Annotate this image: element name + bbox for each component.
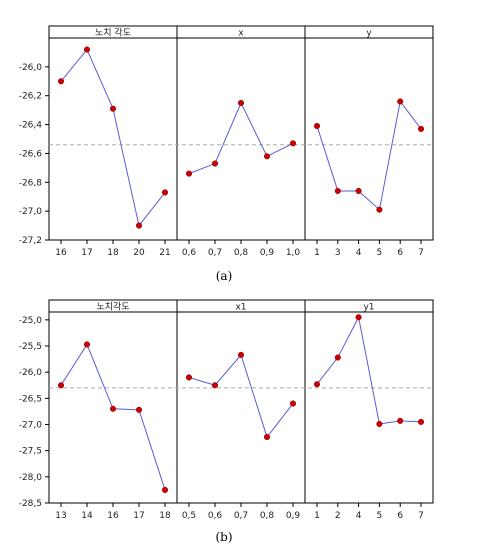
x-tick-label: 6	[397, 248, 403, 258]
x-tick-label: 0,6	[208, 511, 223, 521]
data-point	[135, 406, 143, 413]
panel-header: x1	[235, 303, 246, 313]
series-line	[60, 343, 166, 491]
y-tick-label: -28,0	[19, 473, 43, 483]
y-tick-label: -26,6	[19, 149, 43, 159]
data-point	[417, 418, 425, 425]
data-point	[397, 417, 404, 424]
data-point	[57, 382, 65, 389]
y-tick-label: -28,5	[19, 499, 42, 509]
y-tick-label: -26,4	[19, 121, 43, 131]
data-point	[263, 153, 271, 160]
x-tick-label: 0,8	[260, 511, 275, 521]
x-tick-label: 18	[107, 248, 119, 258]
x-tick-label: 0,7	[234, 511, 248, 521]
panel-header: y	[366, 29, 372, 39]
x-tick-label: 21	[159, 248, 170, 258]
x-tick-label: 2	[335, 511, 341, 521]
y-tick-label: -26,0	[19, 368, 43, 378]
x-tick-label: 0,5	[182, 511, 196, 521]
figure-caption: (b)	[215, 530, 232, 544]
x-tick-label: 4	[356, 511, 362, 521]
data-point	[185, 170, 193, 177]
data-point	[289, 400, 297, 407]
chart-b: -25,0 -25,5 -26,0 -26,5 -27,0 -27,5 -28,0 -28,5…	[19, 299, 434, 544]
data-point	[109, 105, 117, 112]
figure-caption: (a)	[216, 269, 233, 283]
data-point	[161, 189, 169, 196]
data-point	[237, 351, 245, 358]
x-tick-label: 0,6	[182, 248, 197, 258]
data-point	[211, 160, 219, 167]
data-point	[263, 434, 271, 441]
x-tick-label: 14	[81, 511, 93, 521]
y-tick-label: -25,0	[19, 316, 43, 326]
y-tick-label: -25,5	[19, 342, 42, 352]
y-tick-label: -27,2	[19, 236, 42, 246]
x-tick-label: 0,7	[208, 248, 222, 258]
data-point	[109, 405, 117, 412]
panel-header: 노치각도	[96, 301, 129, 313]
panel-header: y1	[363, 303, 374, 313]
y-tick-label: -26,0	[19, 63, 43, 73]
y-tick-label: -26,8	[19, 178, 43, 188]
x-tick-label: 1	[314, 511, 320, 521]
x-tick-label: 1,0	[286, 248, 301, 258]
series-line	[188, 353, 294, 439]
x-tick-label: 0,8	[234, 248, 249, 258]
series-line	[316, 100, 422, 211]
data-point	[289, 140, 297, 147]
data-point	[334, 187, 341, 194]
data-point	[135, 222, 143, 229]
y-tick-label: -26,2	[19, 92, 42, 102]
y-tick-label: -26,5	[19, 394, 42, 404]
data-point	[334, 354, 341, 361]
series-line	[188, 101, 294, 175]
x-tick-label: 3	[335, 248, 341, 258]
x-tick-label: 13	[55, 511, 66, 521]
data-point	[376, 420, 383, 428]
data-point	[185, 374, 193, 381]
x-tick-label: 17	[133, 511, 144, 521]
plot-frame	[48, 25, 434, 241]
data-point	[211, 382, 219, 389]
series-line	[316, 315, 422, 425]
data-point	[417, 125, 425, 132]
x-tick-label: 0,9	[286, 511, 301, 521]
x-tick-label: 5	[377, 511, 383, 521]
data-point	[161, 486, 169, 493]
data-point	[57, 78, 65, 85]
data-point	[355, 187, 362, 194]
x-tick-label: 0,9	[260, 248, 275, 258]
y-tick-label: -27,5	[19, 447, 42, 457]
x-tick-label: 17	[81, 248, 92, 258]
x-tick-label: 16	[107, 511, 119, 521]
panel-header: x	[238, 29, 244, 39]
chart-a: -26,0 -26,2 -26,4 -26,6 -26,8 -27,0 -27,2 노치 각도…	[19, 25, 434, 283]
x-tick-label: 6	[397, 511, 403, 521]
y-tick-label: -27,0	[19, 421, 43, 431]
data-point	[83, 46, 91, 53]
y-tick-label: -27,0	[19, 207, 43, 217]
data-point	[355, 314, 362, 321]
x-tick-label: 7	[418, 248, 424, 258]
x-tick-label: 4	[356, 248, 362, 258]
data-point	[313, 122, 321, 130]
data-point	[237, 99, 245, 106]
x-tick-label: 7	[418, 511, 424, 521]
data-point	[376, 206, 383, 213]
data-point	[313, 381, 321, 388]
x-tick-label: 20	[133, 248, 145, 258]
x-tick-label: 1	[314, 248, 320, 258]
data-point	[83, 341, 91, 348]
x-tick-label: 5	[377, 248, 383, 258]
series-line	[60, 48, 166, 227]
data-point	[397, 98, 404, 105]
x-tick-label: 16	[55, 248, 67, 258]
x-tick-label: 18	[159, 511, 171, 521]
panel-header: 노치 각도	[95, 27, 131, 39]
